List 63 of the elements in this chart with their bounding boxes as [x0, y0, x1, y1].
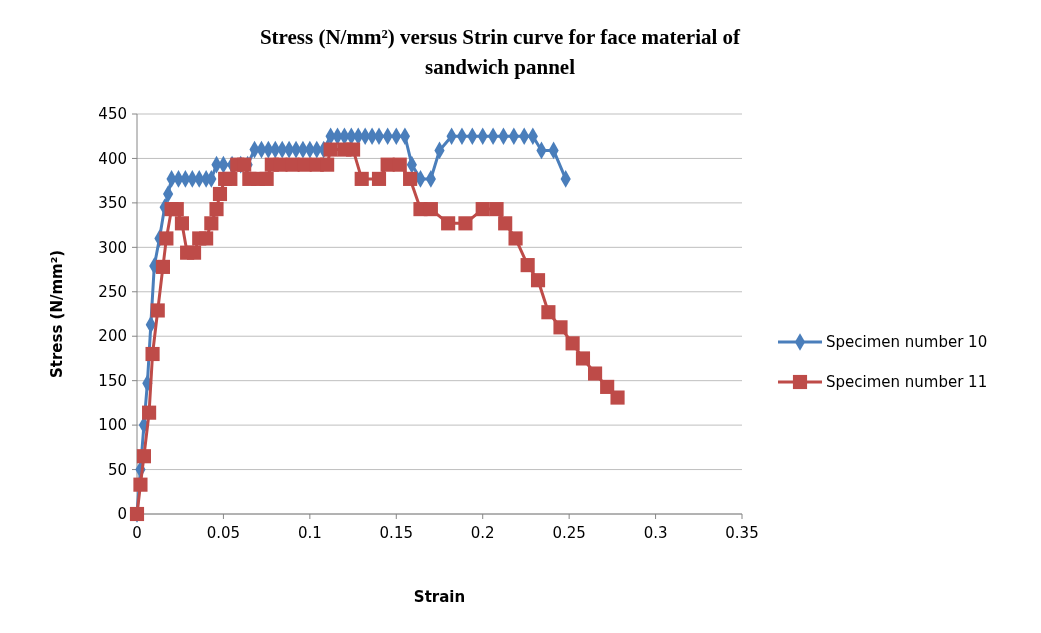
point — [600, 379, 615, 394]
point — [155, 259, 170, 274]
x-tick-label: 0.1 — [297, 524, 322, 542]
point — [498, 216, 513, 231]
point — [520, 258, 535, 273]
point — [610, 390, 625, 405]
y-tick-label: 350 — [98, 194, 127, 213]
x-tick-label: 0.35 — [725, 524, 759, 542]
x-tick-label: 0.05 — [206, 524, 241, 542]
x-tick-label: 0.3 — [643, 524, 668, 542]
x-axis-title: Strain — [413, 588, 466, 606]
point — [489, 202, 504, 217]
chart-title: Stress (N/mm²) versus Strin curve for face material of sandwich pannel — [259, 25, 742, 79]
point — [136, 449, 151, 464]
point — [320, 157, 335, 172]
legend-label: Specimen number 11 — [826, 373, 988, 392]
y-tick-label: 100 — [98, 416, 127, 435]
point — [508, 231, 523, 246]
y-tick-label: 450 — [98, 105, 127, 124]
x-tick-label: 0.2 — [470, 524, 495, 542]
point — [204, 216, 219, 231]
point — [423, 202, 438, 217]
point — [575, 351, 591, 366]
point — [209, 202, 224, 217]
y-tick-label: 150 — [98, 371, 127, 390]
point — [588, 366, 603, 381]
y-tick-label: 50 — [107, 460, 127, 479]
point — [530, 273, 546, 288]
point — [392, 157, 407, 172]
point — [237, 157, 252, 172]
x-tick-label: 0 — [132, 524, 142, 542]
y-tick-label: 400 — [98, 149, 127, 168]
point — [541, 305, 556, 320]
point — [142, 405, 157, 420]
point — [259, 171, 274, 186]
y-tick-label: 0 — [117, 505, 127, 524]
y-tick-label: 250 — [98, 283, 127, 302]
legend-label: Specimen number 10 — [826, 333, 988, 352]
point — [159, 231, 174, 246]
point — [169, 202, 184, 217]
point — [186, 245, 202, 260]
x-tick-label: 0.15 — [379, 524, 413, 542]
y-axis-title: Stress (N/mm²) — [48, 249, 66, 379]
point — [174, 216, 190, 231]
point — [565, 336, 580, 351]
y-tick-label: 200 — [98, 327, 127, 346]
point — [371, 171, 387, 186]
point — [323, 142, 338, 157]
point — [199, 231, 214, 246]
point — [346, 142, 361, 157]
point — [441, 216, 456, 231]
point — [458, 216, 473, 231]
point — [354, 171, 369, 186]
point — [212, 186, 228, 202]
point — [133, 477, 148, 492]
point — [223, 171, 238, 186]
y-tick-label: 300 — [98, 238, 127, 257]
point — [150, 303, 165, 318]
point — [403, 171, 418, 186]
point — [145, 346, 160, 362]
x-tick-label: 0.25 — [552, 524, 586, 542]
point — [553, 320, 568, 335]
point — [475, 202, 490, 217]
